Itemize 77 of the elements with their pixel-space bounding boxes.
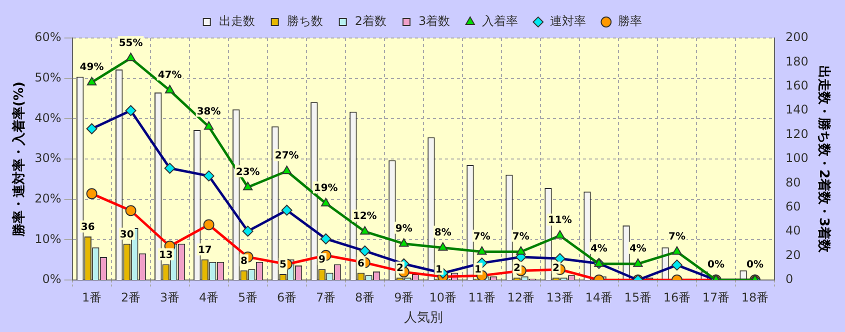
y-tick-label: 60%	[34, 30, 62, 44]
data-label: 8%	[434, 227, 452, 238]
x-tick-label: 13番	[546, 290, 574, 304]
x-tick-label: 14番	[585, 290, 613, 304]
x-tick-label: 17番	[702, 290, 730, 304]
data-label: 12%	[352, 211, 377, 222]
y2-tick-label: 60	[785, 200, 801, 214]
y2-axis-title: 出走数・勝ち数・2着数・3着数	[816, 65, 832, 254]
data-label: 4%	[629, 243, 646, 254]
data-label: 0%	[707, 260, 724, 271]
y2-tick-label: 20	[785, 248, 801, 262]
data-label: 13	[158, 250, 173, 261]
x-tick-label: 10番	[429, 290, 457, 304]
legend-label: 連対率	[550, 14, 586, 28]
x-tick-label: 11番	[468, 290, 496, 304]
y2-tick-label: 200	[785, 30, 808, 44]
data-label: 9%	[395, 223, 412, 234]
legend-label: 勝ち数	[286, 14, 323, 28]
x-tick-label: 7番	[316, 290, 336, 304]
y2-tick-label: 180	[785, 54, 808, 68]
x-tick-label: 6番	[277, 290, 297, 304]
data-label: 1	[474, 264, 482, 276]
y2-tick-label: 40	[785, 224, 801, 238]
data-label: 23%	[236, 166, 260, 178]
x-tick-label: 18番	[741, 290, 769, 304]
x-axis-title: 人気別	[404, 310, 443, 326]
y-tick-label: 0%	[42, 272, 62, 286]
y2-tick-label: 80	[785, 175, 801, 190]
y2-tick-label: 0	[785, 272, 794, 286]
x-tick-label: 5番	[238, 290, 258, 304]
y2-tick-label: 120	[785, 126, 808, 141]
data-label: 11%	[548, 215, 572, 226]
data-label: 7%	[473, 231, 490, 242]
data-label: 38%	[196, 106, 221, 118]
x-tick-label: 3番	[160, 290, 180, 304]
legend-label: 3着数	[418, 14, 450, 28]
data-label: 8	[240, 256, 248, 267]
y-tick-label: 40%	[34, 110, 62, 125]
y2-tick-label: 100	[785, 151, 808, 166]
data-label: 6	[357, 258, 364, 270]
y-axis-title: 勝率・連対率・入着率(%)	[11, 82, 28, 238]
data-label: 7%	[512, 231, 530, 242]
data-label: 2	[514, 263, 521, 274]
data-label: 4%	[590, 243, 608, 254]
data-label: 0%	[746, 260, 764, 271]
data-label: 30	[120, 229, 134, 240]
legend-label: 勝率	[618, 14, 642, 28]
data-label: 9	[318, 254, 326, 266]
data-label: 17	[198, 245, 212, 256]
data-label: 19%	[314, 182, 338, 194]
data-label: 5	[279, 260, 286, 271]
x-tick-label: 15番	[624, 290, 652, 304]
data-label: 7%	[668, 231, 686, 242]
y-tick-label: 50%	[34, 70, 62, 84]
data-label: 27%	[274, 150, 299, 162]
data-label: 47%	[158, 70, 182, 82]
y-tick-label: 30%	[34, 151, 62, 166]
legend-label: 入着率	[482, 14, 518, 28]
y-tick-label: 10%	[34, 232, 62, 246]
legend-label: 2着数	[354, 14, 387, 28]
data-label: 2	[396, 263, 404, 274]
legend-label: 出走数	[218, 14, 255, 28]
x-tick-label: 2番	[120, 290, 141, 304]
data-label: 36	[80, 222, 95, 234]
x-tick-label: 12番	[507, 290, 535, 304]
data-label: 55%	[118, 38, 143, 49]
data-label: 49%	[80, 62, 104, 73]
x-tick-label: 4番	[198, 290, 219, 304]
y2-tick-label: 160	[785, 78, 808, 93]
y-tick-label: 20%	[34, 191, 62, 206]
data-label: 2	[552, 263, 560, 274]
y2-tick-label: 140	[785, 102, 808, 117]
x-tick-label: 1番	[82, 290, 102, 304]
x-tick-label: 9番	[394, 290, 414, 304]
x-tick-label: 16番	[663, 290, 691, 304]
x-tick-label: 8番	[355, 290, 375, 304]
data-label: 1	[436, 264, 443, 276]
